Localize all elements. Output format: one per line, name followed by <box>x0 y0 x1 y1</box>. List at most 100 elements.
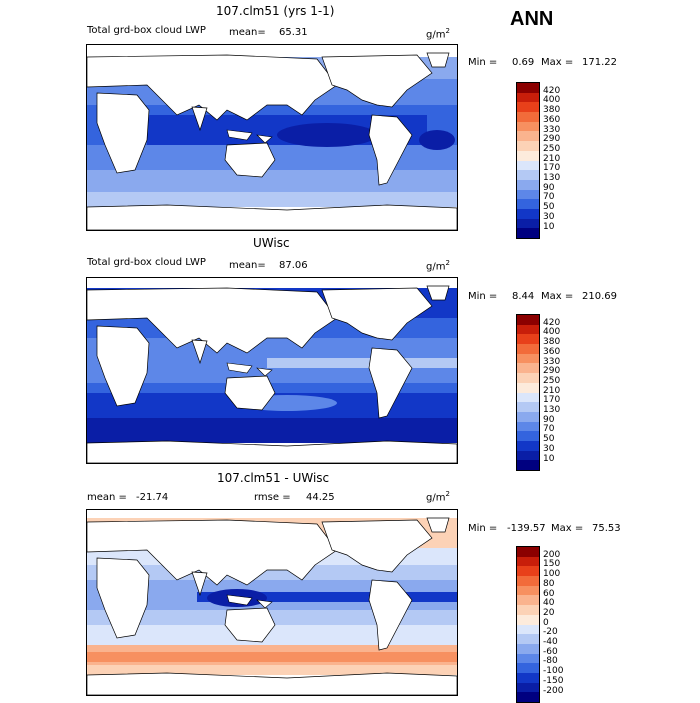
colorbar-level-label: 420 <box>543 317 561 328</box>
colorbar-swatch <box>517 440 539 451</box>
colorbar-level-label: 330 <box>543 356 561 367</box>
colorbar-swatch <box>517 228 539 238</box>
colorbar-level-label: 130 <box>543 173 561 183</box>
colorbar-swatch <box>517 595 539 606</box>
colorbar-swatch <box>517 121 539 132</box>
colorbar-level-label: 210 <box>543 153 561 164</box>
colorbar-level-label: -150 <box>543 675 564 686</box>
colorbar-swatch <box>517 373 539 383</box>
season-label: ANN <box>510 8 554 30</box>
colorbar-swatch <box>517 653 539 664</box>
colorbar-swatch <box>517 566 539 577</box>
colorbar-level-label: 30 <box>543 443 555 454</box>
colorbar-level-label: -100 <box>543 666 564 677</box>
colorbar-level-label: 330 <box>543 124 561 135</box>
colorbar-swatch <box>517 643 539 654</box>
panel-2-mean-label: mean= <box>229 260 266 271</box>
colorbar-level-label: 70 <box>543 192 555 203</box>
colorbar-level-label: 200 <box>543 549 561 560</box>
colorbar-level-label: -60 <box>543 646 558 657</box>
panel-3-max-value: 75.53 <box>592 523 621 534</box>
panel-3-mean-label: mean = <box>87 492 127 503</box>
colorbar-level-label: 90 <box>543 182 555 193</box>
colorbar-level-label: 20 <box>543 607 555 618</box>
colorbar-swatch <box>517 614 539 625</box>
colorbar-level-label: 30 <box>543 211 555 222</box>
colorbar-swatch <box>517 585 539 596</box>
colorbar-swatch <box>517 402 539 412</box>
panel-1-mean-label: mean= <box>229 27 266 38</box>
colorbar-swatch <box>517 634 539 644</box>
panel-2-units: g/m2 <box>426 259 450 273</box>
panel-1-title: 107.clm51 (yrs 1-1) <box>216 4 335 18</box>
colorbar-swatch <box>517 315 539 325</box>
colorbar-swatch <box>517 576 539 586</box>
colorbar-swatch <box>517 179 539 190</box>
panel-1-min-value: 0.69 <box>512 57 535 68</box>
colorbar-swatch <box>517 199 539 209</box>
panel-2-max-value: 210.69 <box>582 291 617 302</box>
colorbar-level-label: 100 <box>543 569 561 580</box>
colorbar-level-label: 70 <box>543 424 555 435</box>
panel-2-min-value: 8.44 <box>512 291 535 302</box>
colorbar-swatch <box>517 431 539 441</box>
panel-1-max-value: 171.22 <box>582 57 617 68</box>
colorbar-level-label: 80 <box>543 578 555 589</box>
colorbar-swatch <box>517 363 539 374</box>
colorbar-swatch <box>517 334 539 345</box>
colorbar-swatch <box>517 324 539 335</box>
colorbar-level-label: 290 <box>543 366 561 377</box>
colorbar-swatch <box>517 92 539 103</box>
colorbar-level-label: -80 <box>543 656 558 667</box>
colorbar-swatch <box>517 160 539 171</box>
colorbar-swatch <box>517 131 539 142</box>
colorbar-swatch <box>517 450 539 461</box>
colorbar-level-label: 150 <box>543 559 561 570</box>
colorbar-swatch <box>517 170 539 180</box>
colorbar-level-label: 290 <box>543 134 561 145</box>
colorbar-level-label: 420 <box>543 85 561 96</box>
colorbar-swatch <box>517 692 539 702</box>
colorbar-swatch <box>517 112 539 122</box>
colorbar-level-label: 10 <box>543 453 555 464</box>
colorbar-swatch <box>517 353 539 364</box>
colorbar-swatch <box>517 218 539 229</box>
panel-3-min-label: Min = <box>468 523 498 534</box>
colorbar-swatch <box>517 150 539 161</box>
colorbar-level-label: 360 <box>543 346 561 357</box>
panel-2-colorbar <box>516 314 540 471</box>
colorbar-swatch <box>517 556 539 567</box>
colorbar-swatch <box>517 663 539 673</box>
colorbar-swatch <box>517 102 539 113</box>
panel-2-title: UWisc <box>253 236 290 250</box>
panel-1-mean-value: 65.31 <box>279 27 308 38</box>
panel-3-units: g/m2 <box>426 490 450 504</box>
colorbar-level-label: 250 <box>543 143 561 154</box>
colorbar-swatch <box>517 624 539 635</box>
panel-1-colorbar <box>516 82 540 239</box>
panel-3-colorbar <box>516 546 540 703</box>
panel-3-mean-value: -21.74 <box>136 492 169 503</box>
colorbar-swatch <box>517 208 539 219</box>
panel-1-min-label: Min = <box>468 57 498 68</box>
panel-3-map <box>86 509 458 696</box>
colorbar-level-label: 400 <box>543 95 561 106</box>
panel-2-variable-label: Total grd-box cloud LWP <box>87 257 206 268</box>
colorbar-level-label: 10 <box>543 221 555 232</box>
colorbar-level-label: 130 <box>543 405 561 415</box>
colorbar-level-label: 400 <box>543 327 561 338</box>
colorbar-level-label: -200 <box>543 685 564 696</box>
panel-3-rmse-value: 44.25 <box>306 492 335 503</box>
panel-1-units: g/m2 <box>426 27 450 41</box>
colorbar-level-label: 170 <box>543 395 561 406</box>
colorbar-swatch <box>517 392 539 403</box>
colorbar-level-label: 50 <box>543 202 555 213</box>
colorbar-level-label: -20 <box>543 627 558 638</box>
colorbar-swatch <box>517 344 539 354</box>
colorbar-level-label: 380 <box>543 337 561 348</box>
colorbar-level-label: 90 <box>543 414 555 425</box>
panel-3-title: 107.clm51 - UWisc <box>217 471 330 485</box>
colorbar-swatch <box>517 421 539 432</box>
colorbar-level-label: 210 <box>543 385 561 396</box>
colorbar-swatch <box>517 411 539 422</box>
